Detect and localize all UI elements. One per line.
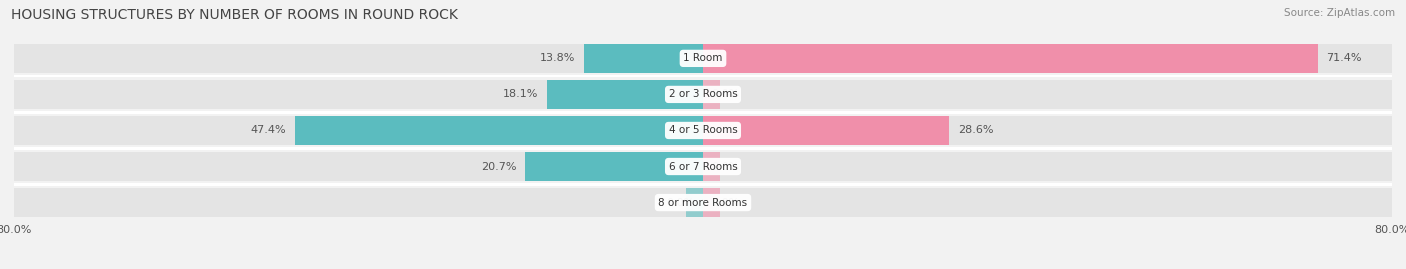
Bar — [703, 116, 949, 145]
Text: 18.1%: 18.1% — [503, 89, 538, 100]
Bar — [547, 80, 703, 109]
Bar — [14, 75, 1392, 77]
Bar — [14, 188, 1392, 217]
Bar — [524, 152, 703, 181]
Text: 0.0%: 0.0% — [666, 197, 695, 208]
Bar — [583, 44, 703, 73]
Bar — [14, 116, 1392, 145]
Text: 4 or 5 Rooms: 4 or 5 Rooms — [669, 125, 737, 136]
Text: 0.0%: 0.0% — [711, 197, 740, 208]
Text: 0.0%: 0.0% — [711, 89, 740, 100]
Bar — [14, 111, 1392, 114]
Text: 0.0%: 0.0% — [711, 161, 740, 172]
Bar — [14, 152, 1392, 181]
Text: 28.6%: 28.6% — [957, 125, 994, 136]
Bar — [14, 80, 1392, 109]
Bar — [686, 188, 703, 217]
Bar — [703, 80, 720, 109]
Bar — [295, 116, 703, 145]
Text: 71.4%: 71.4% — [1326, 53, 1362, 63]
Bar — [14, 183, 1392, 186]
Text: 47.4%: 47.4% — [250, 125, 287, 136]
Text: 13.8%: 13.8% — [540, 53, 575, 63]
Text: 20.7%: 20.7% — [481, 161, 516, 172]
Text: Source: ZipAtlas.com: Source: ZipAtlas.com — [1284, 8, 1395, 18]
Bar — [703, 44, 1317, 73]
Text: 8 or more Rooms: 8 or more Rooms — [658, 197, 748, 208]
Text: 2 or 3 Rooms: 2 or 3 Rooms — [669, 89, 737, 100]
Bar — [703, 188, 720, 217]
Bar — [703, 152, 720, 181]
Text: 1 Room: 1 Room — [683, 53, 723, 63]
Bar — [14, 147, 1392, 150]
Text: HOUSING STRUCTURES BY NUMBER OF ROOMS IN ROUND ROCK: HOUSING STRUCTURES BY NUMBER OF ROOMS IN… — [11, 8, 458, 22]
Text: 6 or 7 Rooms: 6 or 7 Rooms — [669, 161, 737, 172]
Bar — [14, 44, 1392, 73]
